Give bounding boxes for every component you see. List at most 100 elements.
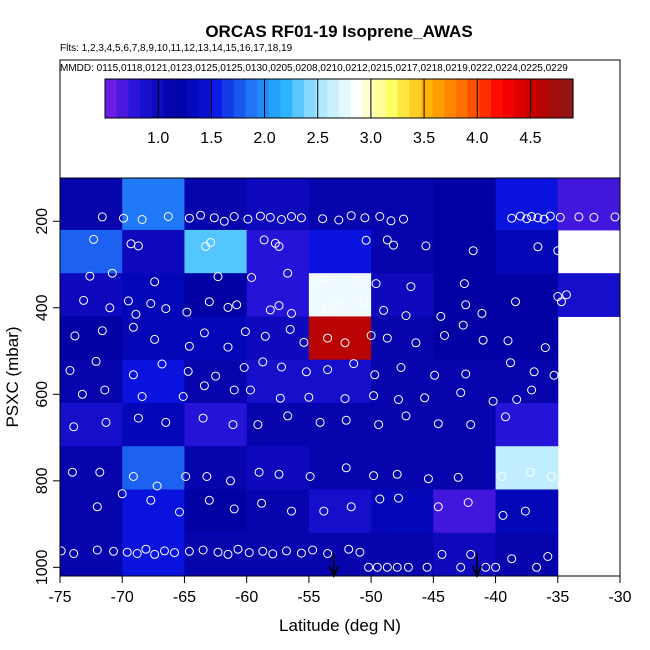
data-point: [341, 415, 351, 425]
x-tick-label: -50: [360, 589, 383, 606]
heatmap-cell: [371, 316, 434, 361]
data-point: [229, 385, 239, 395]
colorbar-segment: [233, 79, 246, 118]
data-point: [170, 548, 179, 558]
data-point: [453, 472, 463, 482]
data-point: [382, 333, 392, 343]
x-axis: -75 -70 -65 -60 -55 -50 -45 -40 -35 -30: [48, 576, 632, 606]
data-point: [323, 365, 333, 375]
heatmap-cell: [308, 489, 372, 534]
data-point: [152, 481, 162, 491]
data-point: [437, 549, 447, 559]
data-point: [340, 394, 350, 404]
heatmap-cell: [184, 402, 248, 447]
data-point: [458, 320, 468, 330]
data-point: [206, 238, 216, 247]
data-point: [91, 356, 101, 366]
data-point: [128, 322, 138, 332]
data-point: [527, 385, 537, 395]
colorbar-segment: [268, 79, 282, 118]
colorbar-segment: [350, 79, 363, 118]
data-point: [131, 309, 141, 319]
heatmap-cell: [60, 532, 123, 577]
data-point: [247, 273, 257, 282]
x-tick-label: -70: [111, 589, 134, 606]
heatmap-cell: [60, 316, 123, 361]
data-point: [341, 463, 351, 473]
data-point: [477, 308, 487, 318]
data-point: [79, 295, 89, 305]
data-point: [360, 213, 370, 223]
heatmap-cell: [308, 316, 372, 361]
data-point: [283, 411, 293, 421]
colorbar-tick-label: 1.0: [147, 130, 169, 147]
data-point: [229, 212, 239, 221]
data-point: [382, 235, 392, 245]
heatmap-cell: [184, 532, 248, 577]
data-point: [223, 549, 233, 559]
data-point: [229, 504, 239, 514]
colorbar-segment: [315, 79, 328, 118]
data-point: [557, 297, 566, 307]
colorbar-tick-label: 3.0: [360, 130, 382, 147]
data-point: [498, 510, 508, 520]
data-point: [374, 420, 384, 430]
heatmap-cell: [60, 446, 123, 490]
data-point: [213, 272, 223, 282]
data-point: [299, 337, 309, 347]
data-point: [468, 246, 478, 256]
data-point: [296, 213, 306, 223]
heatmap-cell: [122, 402, 185, 447]
heatmap-cell: [433, 178, 497, 231]
colorbar-segment: [245, 79, 258, 118]
data-point: [459, 279, 469, 289]
heatmap-cell: [184, 489, 248, 534]
data-point: [287, 308, 296, 318]
data-point: [520, 506, 530, 516]
heatmap-cell: [495, 402, 559, 447]
data-point: [456, 562, 466, 572]
heatmap-cell: [495, 359, 559, 404]
data-point: [522, 214, 532, 224]
heatmap-cells: [60, 178, 621, 577]
data-point: [334, 215, 344, 225]
data-point: [183, 366, 193, 376]
legend-box: [59, 59, 621, 179]
data-point: [198, 413, 208, 423]
colorbar-segment: [140, 79, 153, 118]
heatmap-cell: [308, 402, 372, 447]
data-point: [555, 212, 565, 222]
colorbar-segment: [163, 79, 176, 118]
data-point: [308, 545, 318, 555]
y-tick-label: 200: [34, 208, 51, 235]
data-point: [392, 562, 402, 572]
y-tick-label: 600: [34, 381, 51, 408]
data-point: [466, 420, 476, 430]
colorbar-frame: [104, 78, 574, 119]
data-point: [283, 268, 293, 278]
data-point: [157, 359, 167, 369]
data-point: [344, 544, 354, 554]
data-point: [361, 235, 371, 245]
colorbar-segment: [303, 79, 317, 118]
y-axis: 200 400 600 800 1000: [34, 208, 60, 585]
data-point: [349, 359, 359, 369]
data-point: [352, 276, 362, 286]
data-point: [161, 304, 171, 314]
data-point: [213, 547, 223, 557]
data-point: [372, 562, 382, 572]
data-point: [375, 212, 385, 221]
heatmap-cell: [246, 402, 310, 447]
heatmap-cell: [371, 178, 434, 231]
colorbar-segment: [432, 79, 445, 118]
heatmap-cell: [308, 178, 372, 231]
heatmap-cell: [246, 446, 310, 490]
data-point: [305, 472, 315, 481]
data-point: [137, 392, 147, 401]
colorbar-segment: [537, 79, 551, 118]
data-point: [319, 506, 329, 516]
heatmap-cell: [308, 229, 372, 274]
data-point: [257, 498, 267, 508]
data-point: [226, 476, 235, 486]
